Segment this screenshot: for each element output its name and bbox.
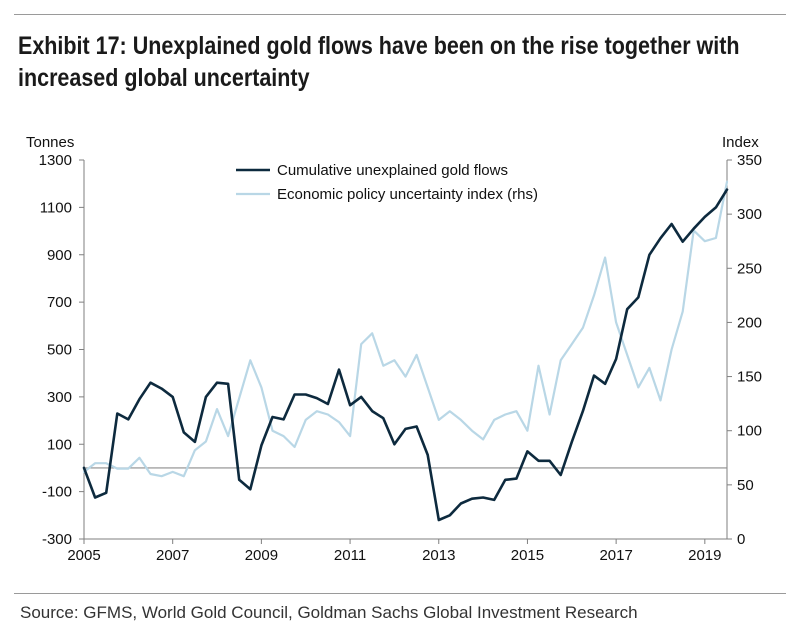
series-layer — [82, 180, 729, 522]
left-tick-label: 1300 — [39, 152, 72, 169]
series-line-flows — [82, 188, 729, 522]
axes-layer — [83, 160, 728, 540]
legend-label-uncertainty: Economic policy uncertainty index (rhs) — [277, 186, 538, 203]
top-rule — [14, 14, 786, 15]
left-tick-label: 100 — [47, 436, 72, 453]
left-tick-label: -100 — [42, 484, 72, 501]
x-tick-label: 2011 — [334, 547, 366, 564]
x-tick-label: 2009 — [245, 547, 278, 564]
right-tick-label: 100 — [737, 423, 762, 440]
right-tick-label: 350 — [737, 152, 762, 169]
right-tick-label: 300 — [737, 206, 762, 223]
left-tick-label: 300 — [47, 389, 72, 406]
source-note: Source: GFMS, World Gold Council, Goldma… — [20, 603, 638, 622]
right-tick-label: 150 — [737, 369, 762, 386]
x-tick-label: 2005 — [67, 547, 100, 564]
x-tick-label: 2007 — [156, 547, 189, 564]
chart-title: Exhibit 17: Unexplained gold flows have … — [18, 32, 740, 92]
right-axis-title: Index — [722, 134, 759, 151]
right-tick-label: 0 — [737, 531, 745, 548]
left-tick-label: -300 — [42, 531, 72, 548]
left-tick-label: 1100 — [40, 199, 72, 216]
right-tick-label: 250 — [737, 260, 762, 277]
x-tick-label: 2019 — [688, 547, 721, 564]
series-line-uncertainty — [82, 180, 729, 478]
left-tick-label: 700 — [47, 294, 72, 311]
x-tick-label: 2015 — [511, 547, 544, 564]
x-tick-label: 2013 — [422, 547, 455, 564]
x-tick-label: 2017 — [599, 547, 632, 564]
bottom-rule — [14, 593, 786, 594]
right-tick-label: 50 — [737, 477, 754, 494]
legend: Cumulative unexplained gold flows Econom… — [236, 162, 538, 203]
right-tick-label: 200 — [737, 314, 762, 331]
left-axis-title: Tonnes — [26, 134, 74, 151]
left-tick-label: 900 — [47, 247, 72, 264]
left-tick-label: 500 — [47, 342, 72, 359]
legend-label-flows: Cumulative unexplained gold flows — [277, 162, 508, 179]
ticks-layer: -300 -100 100 300 500 700 900 1100 1300 0 50 100 150… — [39, 152, 762, 564]
